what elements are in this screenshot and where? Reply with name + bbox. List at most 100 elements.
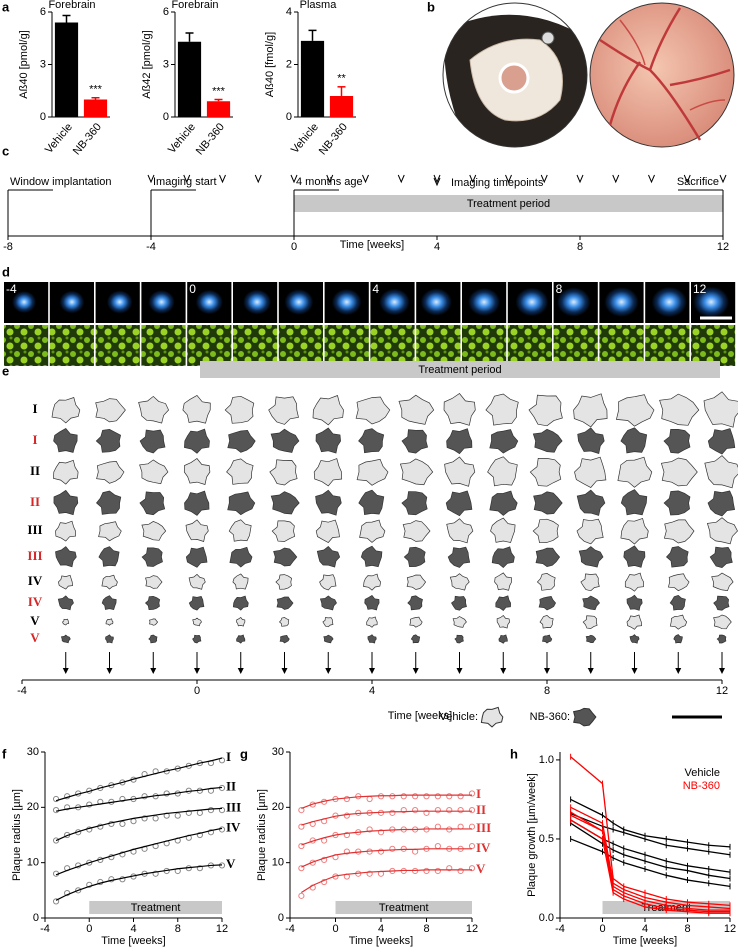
bar (177, 41, 202, 117)
imaging-arrow (254, 174, 262, 184)
data-point (446, 865, 453, 872)
plaque (360, 545, 383, 568)
plaque (138, 395, 170, 424)
plaque (101, 574, 118, 590)
plaque (356, 458, 389, 486)
plaque (495, 595, 511, 611)
data-point (52, 795, 60, 803)
time-label: 4 (372, 282, 379, 296)
x-tick-label: 4 (378, 923, 384, 935)
series-label: II (476, 802, 486, 817)
plaque (364, 594, 380, 611)
y-axis-label: Plaque radius [µm] (256, 789, 268, 881)
data-point (119, 779, 126, 786)
plaque (227, 491, 256, 516)
plaque (498, 634, 508, 644)
plaque-image (331, 288, 362, 316)
plaque (57, 595, 74, 611)
y-tick-label: 0 (286, 111, 292, 123)
plaque (139, 459, 169, 485)
plaque (626, 594, 643, 611)
data-point (207, 807, 215, 814)
plaque (535, 547, 561, 567)
plaque-image (59, 290, 85, 314)
plaque-image (420, 288, 452, 316)
fit-line (55, 827, 223, 876)
plaque (316, 546, 341, 568)
image-green (553, 325, 598, 366)
x-tick-label: Vehicle (43, 121, 75, 156)
plaque (620, 427, 648, 454)
plaque (703, 391, 738, 428)
panel-label: d (2, 264, 10, 279)
plaque (148, 634, 158, 644)
data-point (119, 851, 126, 858)
plaque (444, 456, 476, 487)
x-tick-label: NB-360 (317, 121, 350, 157)
x-tick-label: 12 (716, 685, 728, 697)
data-point (412, 793, 419, 800)
treatment-label: Treatment period (418, 364, 501, 376)
plaque-image (12, 291, 37, 313)
data-point (389, 809, 396, 816)
image-green (324, 325, 369, 366)
row-label: I (32, 432, 37, 447)
data-point (52, 807, 60, 814)
plaque-image (604, 287, 639, 317)
series-label: V (476, 861, 486, 876)
plaque (491, 546, 515, 568)
plaque (443, 393, 476, 426)
data-point (377, 829, 385, 836)
treatment-bar (89, 901, 222, 914)
y-tick-label: 0.0 (539, 912, 554, 924)
plaque (485, 393, 519, 426)
plaque (620, 489, 648, 516)
plaque (489, 429, 519, 454)
plaque (585, 634, 597, 644)
fit-line (55, 786, 223, 812)
plaque (359, 519, 386, 543)
row-label: III (27, 522, 42, 537)
fit-line (55, 864, 223, 901)
fit-line (301, 828, 472, 846)
plaque (406, 574, 427, 590)
plaque (667, 573, 690, 592)
treatment-label: Treatment (131, 902, 181, 914)
y-tick-label: 10 (27, 857, 39, 869)
plaque (704, 455, 738, 489)
arrow-head (500, 668, 507, 674)
plaque (268, 396, 299, 425)
plaque (315, 427, 341, 454)
plaque (271, 520, 296, 542)
image-green (599, 325, 644, 366)
data-point (468, 842, 476, 850)
plaque (95, 398, 126, 423)
image-green (233, 325, 278, 366)
plaque (663, 519, 695, 544)
plaque (270, 428, 300, 453)
plaque (403, 546, 426, 568)
plaque (366, 616, 378, 628)
plaque (669, 614, 688, 630)
event-label: Sacrifice (677, 176, 719, 188)
imaging-arrow (683, 174, 691, 184)
plaque (490, 517, 516, 543)
arrow-head (325, 668, 332, 674)
plaque (407, 595, 423, 611)
bar (300, 40, 325, 117)
panel-label: f (2, 746, 7, 761)
plaque-image (148, 290, 175, 314)
plaque (532, 428, 563, 453)
plaque (401, 491, 428, 516)
plaque (623, 545, 646, 568)
plaque (577, 427, 605, 454)
arrow-head (194, 668, 200, 674)
data-point (218, 826, 226, 833)
plaque (224, 395, 255, 424)
plaque-image (379, 288, 410, 316)
data-point (163, 790, 170, 797)
plaque (709, 546, 733, 568)
data-point (75, 887, 82, 894)
plaque (615, 394, 655, 427)
data-point (343, 795, 350, 803)
